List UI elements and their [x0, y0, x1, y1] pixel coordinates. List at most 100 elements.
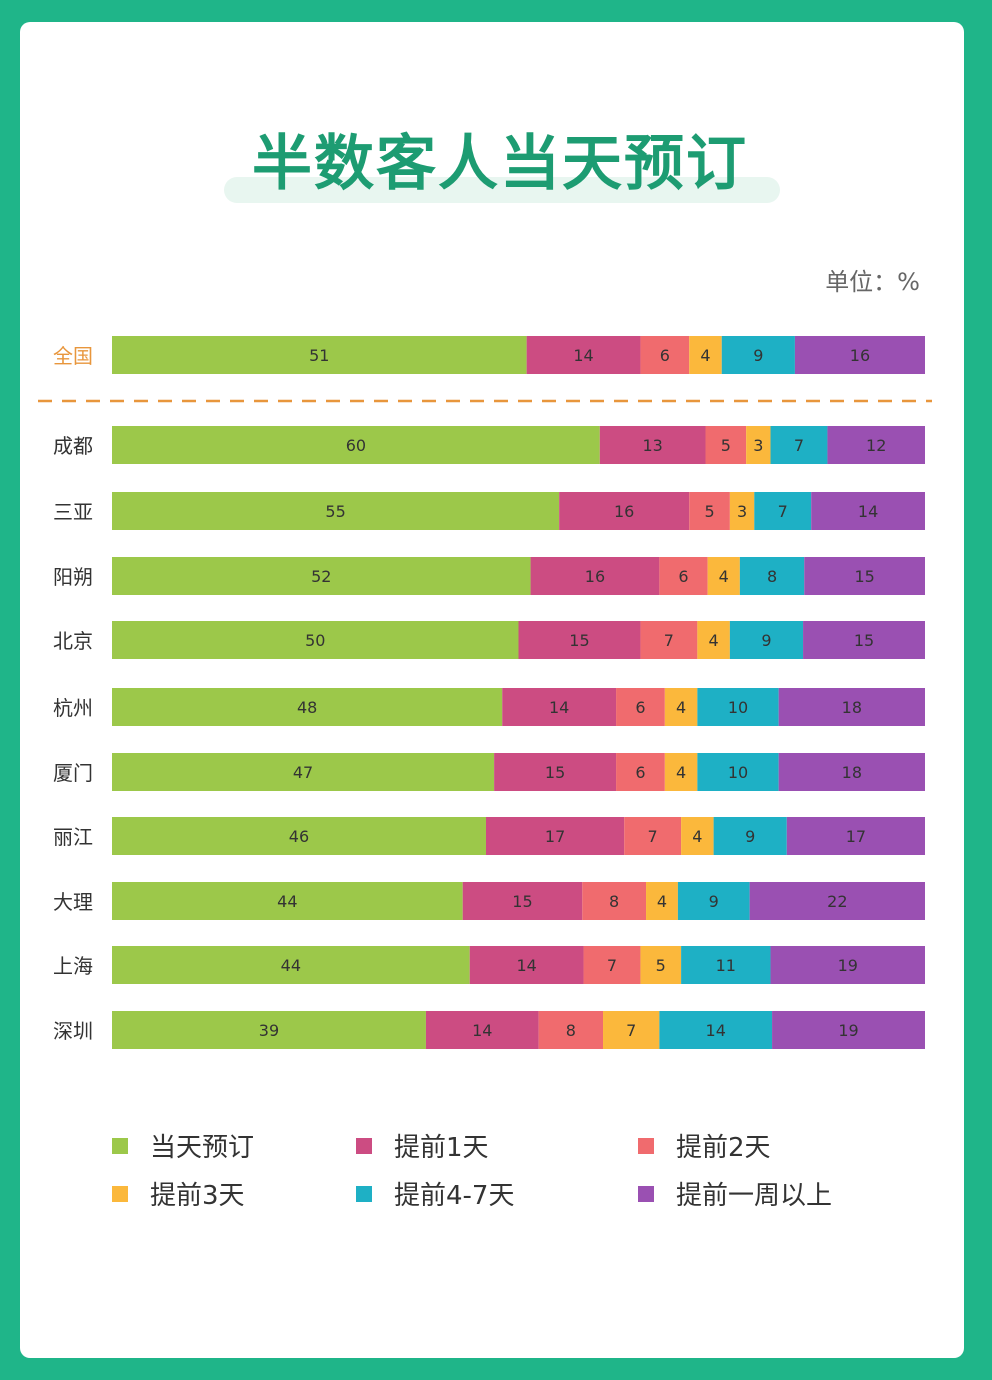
bar-value-label: 48 [297, 698, 317, 717]
category-label: 阳朔 [53, 565, 93, 589]
bar-segment [112, 1011, 426, 1049]
category-label: 厦门 [53, 761, 93, 785]
bar-value-label: 4 [676, 763, 686, 782]
legend-swatch [638, 1138, 654, 1154]
bar-segment [583, 946, 641, 984]
bar-segment [582, 882, 647, 920]
bar-value-label: 15 [854, 631, 874, 650]
bar-value-label: 17 [545, 827, 565, 846]
bar-segment [681, 946, 771, 984]
bar-segment [689, 492, 730, 530]
bar-segment [739, 557, 805, 595]
legend-label: 提前1天 [394, 1133, 489, 1163]
legend-swatch [112, 1186, 128, 1202]
bar-value-label: 19 [838, 956, 858, 975]
bar-segment [707, 557, 740, 595]
bar-value-label: 9 [745, 827, 755, 846]
bar-value-label: 15 [512, 892, 532, 911]
bar-segment [559, 492, 690, 530]
bar-value-label: 14 [706, 1021, 726, 1040]
bar-value-label: 16 [850, 346, 870, 365]
bar-value-label: 55 [325, 502, 345, 521]
bar-segment [616, 753, 665, 791]
bar-segment [112, 753, 495, 791]
bar-segment [603, 1011, 660, 1049]
category-label: 成都 [53, 434, 93, 458]
bar-value-label: 13 [642, 436, 662, 455]
bar-segment [530, 557, 660, 595]
bar-segment [713, 817, 787, 855]
bar-segment [749, 882, 925, 920]
bar-value-label: 6 [660, 346, 670, 365]
bar-value-label: 52 [311, 567, 331, 586]
bar-segment [112, 946, 470, 984]
legend-swatch [638, 1186, 654, 1202]
bar-segment [811, 492, 925, 530]
bar-segment [112, 621, 519, 659]
bar-segment [729, 492, 755, 530]
bar-segment [494, 753, 617, 791]
bar-value-label: 7 [626, 1021, 636, 1040]
bar-value-label: 51 [309, 346, 329, 365]
bar-value-label: 9 [761, 631, 771, 650]
bar-value-label: 16 [614, 502, 634, 521]
bar-segment [112, 492, 560, 530]
bar-segment [659, 1011, 773, 1049]
legend-label: 提前4-7天 [394, 1181, 514, 1211]
category-label: 全国 [53, 344, 93, 368]
bar-segment [778, 688, 925, 726]
bar-segment [646, 882, 678, 920]
bar-segment [112, 882, 463, 920]
bar-value-label: 5 [721, 436, 731, 455]
bar-value-label: 3 [753, 436, 763, 455]
bar-value-label: 22 [827, 892, 847, 911]
bar-segment [697, 753, 779, 791]
bar-value-label: 60 [346, 436, 366, 455]
bar-segment [746, 426, 771, 464]
bar-value-label: 15 [569, 631, 589, 650]
bar-value-label: 15 [545, 763, 565, 782]
legend-swatch [356, 1138, 372, 1154]
bar-segment [599, 426, 706, 464]
bar-segment [502, 688, 617, 726]
bar-value-label: 4 [676, 698, 686, 717]
bar-segment [754, 492, 812, 530]
bar-value-label: 11 [716, 956, 736, 975]
bar-value-label: 8 [566, 1021, 576, 1040]
bar-segment [689, 336, 722, 374]
bar-segment [112, 688, 503, 726]
bar-value-label: 9 [709, 892, 719, 911]
bar-segment [697, 688, 779, 726]
bar-value-label: 3 [737, 502, 747, 521]
bar-segment [640, 621, 698, 659]
bar-value-label: 14 [549, 698, 569, 717]
bar-segment [786, 817, 925, 855]
bar-segment [794, 336, 925, 374]
bar-value-label: 10 [728, 763, 748, 782]
bar-segment [677, 882, 750, 920]
bar-value-label: 4 [657, 892, 667, 911]
bar-segment [640, 336, 690, 374]
bar-segment [770, 426, 828, 464]
bar-segment [681, 817, 714, 855]
bar-value-label: 10 [728, 698, 748, 717]
bar-segment [770, 946, 925, 984]
bar-segment [469, 946, 584, 984]
bar-value-label: 7 [648, 827, 658, 846]
bar-value-label: 47 [293, 763, 313, 782]
bar-value-label: 7 [794, 436, 804, 455]
bar-segment [640, 946, 682, 984]
bar-value-label: 14 [858, 502, 878, 521]
title-highlight [224, 177, 780, 203]
bar-segment [526, 336, 641, 374]
bar-value-label: 18 [842, 698, 862, 717]
bar-value-label: 18 [842, 763, 862, 782]
category-label: 深圳 [53, 1019, 93, 1043]
category-label: 杭州 [53, 696, 93, 720]
bar-segment [462, 882, 583, 920]
legend-label: 提前2天 [676, 1133, 771, 1163]
bar-value-label: 6 [635, 763, 645, 782]
category-label: 丽江 [53, 825, 93, 849]
bar-segment [827, 426, 925, 464]
